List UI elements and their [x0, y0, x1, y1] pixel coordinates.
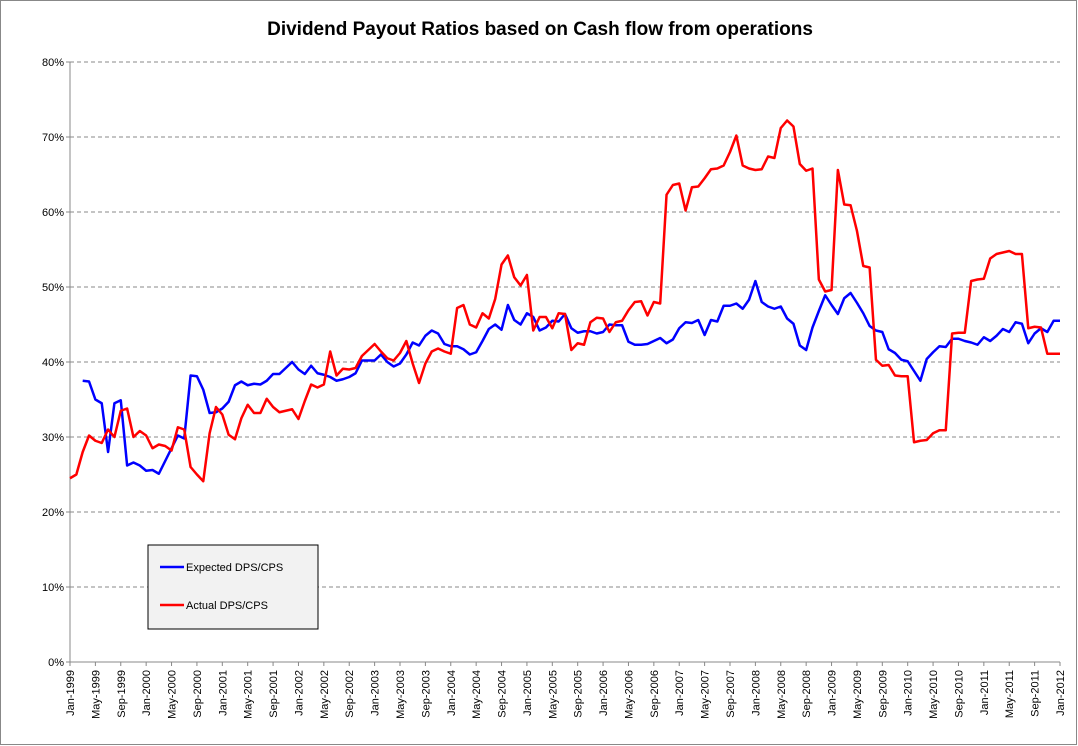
x-tick-label: Jan-2004	[446, 670, 458, 716]
legend-box	[147, 544, 319, 630]
x-tick-label: May-2002	[319, 670, 331, 719]
x-tick-label: Sep-2010	[953, 670, 965, 718]
x-tick-label: Jan-2006	[598, 670, 610, 716]
x-tick-label: Sep-2006	[649, 670, 661, 718]
series-line	[69, 119, 1060, 483]
x-tick-label: Jan-2005	[522, 670, 534, 716]
x-tick-label: Jan-2008	[750, 670, 762, 716]
x-tick-label: May-2000	[167, 670, 179, 719]
x-tick-label: May-2001	[243, 670, 255, 719]
x-tick-label: May-2011	[1004, 670, 1016, 718]
y-tick-label: 70%	[42, 132, 64, 144]
x-tick-label: Jan-2000	[141, 670, 153, 716]
x-tick-label: Sep-2009	[877, 670, 889, 718]
series-line	[82, 279, 1060, 475]
x-tick-label: May-2006	[623, 670, 635, 719]
x-tick-label: May-2003	[395, 670, 407, 719]
x-tick-label: Sep-2003	[420, 670, 432, 718]
x-tick-label: May-2007	[700, 670, 712, 719]
x-tick-label: Jan-2011	[979, 670, 991, 715]
x-tick-label: May-2010	[928, 670, 940, 719]
y-tick-label: 80%	[42, 57, 64, 69]
x-tick-label: Jan-2012	[1055, 670, 1067, 716]
x-tick-label: Sep-2004	[497, 670, 509, 718]
x-tick-label: Jan-2001	[217, 670, 229, 716]
legend-label: Actual DPS/CPS	[186, 600, 268, 612]
legend-label: Expected DPS/CPS	[186, 562, 283, 574]
y-tick-label: 40%	[42, 357, 64, 369]
x-tick-label: Sep-2005	[573, 670, 585, 718]
x-tick-label: Sep-2011	[1030, 670, 1042, 717]
x-tick-label: May-2008	[776, 670, 788, 719]
chart-title: Dividend Payout Ratios based on Cash flo…	[267, 19, 813, 40]
x-tick-label: Jan-2003	[370, 670, 382, 716]
y-tick-label: 50%	[42, 282, 64, 294]
x-tick-label: Jan-2002	[293, 670, 305, 716]
x-tick-label: Sep-2000	[192, 670, 204, 718]
x-tick-label: Sep-1999	[116, 670, 128, 718]
x-tick-label: May-2009	[852, 670, 864, 719]
y-tick-label: 60%	[42, 207, 64, 219]
x-tick-label: May-2004	[471, 670, 483, 719]
x-tick-label: Sep-2002	[344, 670, 356, 718]
x-tick-label: May-2005	[547, 670, 559, 719]
x-tick-label: Sep-2008	[801, 670, 813, 718]
x-tick-label: Jan-2010	[903, 670, 915, 716]
x-tick-label: Sep-2007	[725, 670, 737, 718]
x-tick-label: Jan-2009	[827, 670, 839, 716]
x-tick-label: Jan-2007	[674, 670, 686, 716]
x-tick-label: Jan-1999	[65, 670, 77, 716]
x-tick-label: Sep-2001	[268, 670, 280, 718]
y-tick-label: 20%	[42, 507, 64, 519]
y-tick-label: 10%	[42, 582, 64, 594]
x-tick-label: May-1999	[90, 670, 102, 719]
y-tick-label: 0%	[48, 657, 64, 669]
y-tick-label: 30%	[42, 432, 64, 444]
